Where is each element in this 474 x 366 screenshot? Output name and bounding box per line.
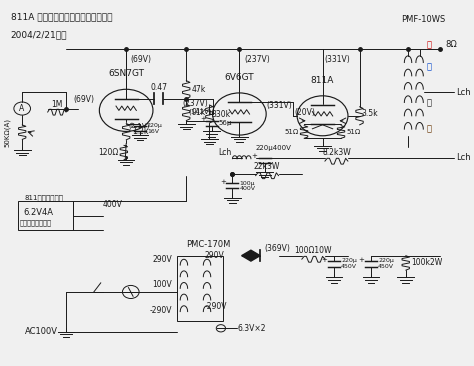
Text: 黒: 黒 bbox=[427, 98, 431, 108]
Text: +: + bbox=[220, 179, 227, 185]
Text: 400V: 400V bbox=[103, 200, 123, 209]
Text: (331V): (331V) bbox=[325, 55, 351, 64]
Polygon shape bbox=[242, 250, 260, 255]
Text: 290V: 290V bbox=[205, 251, 225, 260]
Text: A: A bbox=[19, 104, 24, 113]
Text: AC100V: AC100V bbox=[25, 328, 57, 336]
Text: +: + bbox=[321, 257, 327, 263]
Text: 100Ω10W: 100Ω10W bbox=[294, 246, 332, 255]
Polygon shape bbox=[242, 255, 260, 261]
Text: 120Ω: 120Ω bbox=[98, 148, 118, 157]
Text: 330k: 330k bbox=[212, 110, 231, 119]
Text: 220µ
450V: 220µ 450V bbox=[341, 258, 357, 269]
Text: 3.5k: 3.5k bbox=[362, 109, 378, 119]
Text: Lch: Lch bbox=[456, 88, 471, 97]
Text: (369V): (369V) bbox=[265, 244, 291, 253]
Text: 220µ
16V: 220µ 16V bbox=[147, 123, 163, 134]
Text: (2.1V): (2.1V) bbox=[128, 122, 150, 129]
Text: 青: 青 bbox=[427, 62, 431, 71]
Text: (69V): (69V) bbox=[74, 95, 95, 104]
Text: 811A ダイナミックカップルドアンプ: 811A ダイナミックカップルドアンプ bbox=[10, 12, 112, 21]
Text: 6.2V4A: 6.2V4A bbox=[24, 208, 54, 217]
Text: +: + bbox=[200, 116, 206, 123]
Text: PMC-170M: PMC-170M bbox=[186, 240, 231, 249]
Text: 0.47: 0.47 bbox=[150, 82, 167, 92]
Text: 100µ
400V: 100µ 400V bbox=[239, 180, 255, 191]
Text: 1M: 1M bbox=[51, 100, 63, 109]
Text: 2004/2/21製作: 2004/2/21製作 bbox=[10, 30, 67, 40]
Text: (142V): (142V) bbox=[189, 108, 212, 115]
Text: 100V: 100V bbox=[153, 280, 173, 289]
Text: 100k2W: 100k2W bbox=[411, 258, 443, 268]
Text: 811フィラメント: 811フィラメント bbox=[25, 194, 64, 201]
Text: (20V): (20V) bbox=[295, 108, 316, 117]
Text: +: + bbox=[128, 122, 135, 128]
Text: 赤: 赤 bbox=[427, 41, 431, 49]
Text: 6V6GT: 6V6GT bbox=[225, 73, 254, 82]
Text: 290V: 290V bbox=[153, 255, 173, 264]
Text: 51Ω: 51Ω bbox=[284, 129, 299, 135]
Text: (237V): (237V) bbox=[182, 99, 208, 108]
Text: (237V): (237V) bbox=[244, 55, 270, 64]
Text: (331V): (331V) bbox=[267, 101, 292, 110]
Text: +: + bbox=[358, 257, 364, 263]
Text: PMF-10WS: PMF-10WS bbox=[401, 15, 446, 24]
Text: 220µ
450V: 220µ 450V bbox=[378, 258, 394, 269]
Text: 220µ400V: 220µ400V bbox=[255, 146, 292, 152]
Text: 50KΩ(A): 50KΩ(A) bbox=[4, 117, 10, 147]
Text: 22k3W: 22k3W bbox=[254, 163, 280, 171]
Text: -290V: -290V bbox=[150, 306, 173, 315]
Text: 56µ: 56µ bbox=[219, 120, 232, 126]
Text: 51Ω: 51Ω bbox=[346, 129, 361, 135]
Text: スイッチング電源: スイッチング電源 bbox=[20, 220, 52, 226]
Text: 8.2k3W: 8.2k3W bbox=[322, 148, 351, 157]
Text: 茶: 茶 bbox=[427, 124, 431, 133]
Text: 6.3V×2: 6.3V×2 bbox=[237, 324, 265, 333]
Text: 811A: 811A bbox=[311, 76, 334, 85]
Text: 6SN7GT: 6SN7GT bbox=[108, 70, 144, 78]
Text: 1.2k: 1.2k bbox=[132, 127, 148, 136]
Text: Lch: Lch bbox=[456, 153, 471, 162]
Text: -290V: -290V bbox=[205, 302, 227, 311]
Text: +: + bbox=[252, 153, 257, 160]
Text: (69V): (69V) bbox=[131, 55, 152, 64]
Text: 8Ω: 8Ω bbox=[445, 41, 457, 49]
Text: 91k: 91k bbox=[192, 108, 206, 117]
Text: Lch: Lch bbox=[219, 147, 232, 157]
Text: 47k: 47k bbox=[192, 85, 206, 94]
